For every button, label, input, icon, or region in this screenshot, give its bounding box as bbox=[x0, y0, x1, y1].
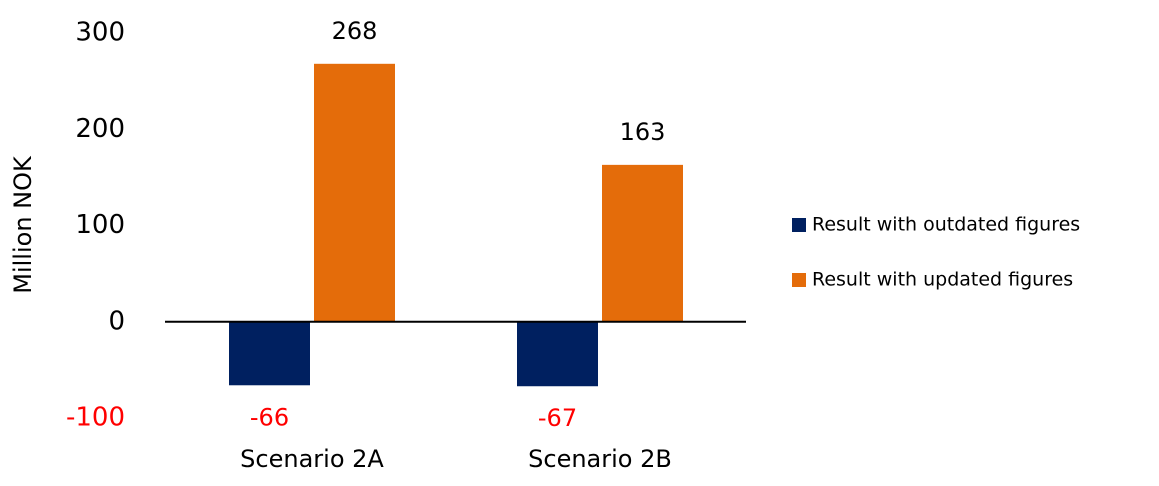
data-label: 268 bbox=[332, 17, 378, 45]
data-label: -67 bbox=[538, 404, 577, 432]
legend-label: Result with outdated figures bbox=[812, 214, 1080, 236]
bar bbox=[314, 63, 395, 322]
legend-swatch bbox=[792, 273, 806, 287]
y-tick-label: 100 bbox=[75, 210, 125, 240]
y-tick-label: 0 bbox=[108, 306, 125, 336]
x-tick-label: Scenario 2A bbox=[240, 445, 384, 473]
y-tick-label: 200 bbox=[75, 114, 125, 144]
bar bbox=[229, 321, 310, 386]
data-label: -66 bbox=[250, 403, 289, 431]
y-axis-title: Million NOK bbox=[9, 155, 37, 294]
y-tick-label: -100 bbox=[66, 403, 125, 433]
legend-swatch bbox=[792, 218, 806, 232]
x-tick-label: Scenario 2B bbox=[528, 445, 672, 473]
legend-label: Result with updated figures bbox=[812, 269, 1073, 291]
y-tick-label: 300 bbox=[75, 18, 125, 48]
data-label: 163 bbox=[620, 118, 666, 146]
bar bbox=[517, 321, 598, 387]
bar bbox=[602, 164, 683, 322]
